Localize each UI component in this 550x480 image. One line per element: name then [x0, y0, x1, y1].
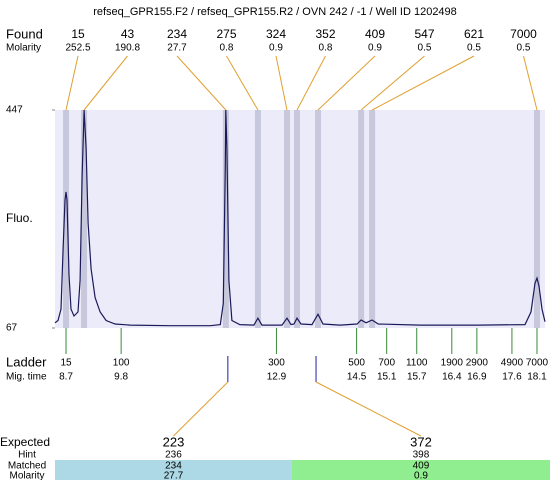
- expected-matched: 234: [165, 461, 182, 472]
- matched-label: Matched: [8, 461, 46, 472]
- ladder-size: 1100: [406, 358, 428, 369]
- ladder-size: 1900: [441, 358, 464, 369]
- found-size: 409: [365, 27, 385, 41]
- found-molarity: 0.5: [418, 43, 432, 54]
- peak-band: [315, 110, 322, 328]
- expected-band: [55, 460, 292, 480]
- peak-band: [283, 110, 290, 328]
- ladder-size: 300: [268, 358, 285, 369]
- peak-band: [254, 110, 261, 328]
- ladder-time: 17.6: [502, 372, 522, 383]
- ladder-time: 12.9: [267, 372, 287, 383]
- peak-band: [369, 110, 376, 328]
- found-size: 352: [315, 27, 335, 41]
- expected-hint: 398: [413, 450, 430, 461]
- y-tick-label: 447: [6, 105, 23, 116]
- found-connector: [371, 55, 475, 111]
- found-connector: [317, 55, 376, 111]
- chart-title: refseq_GPR155.F2 / refseq_GPR155.R2 / OV…: [93, 6, 457, 18]
- found-size: 547: [414, 27, 434, 41]
- ladder-time-label: Mig. time: [6, 372, 47, 383]
- found-molarity: 0.5: [517, 43, 531, 54]
- expected-label: Expected: [0, 435, 50, 449]
- y-axis-label: Fluo.: [6, 211, 33, 225]
- trace: [54, 109, 546, 327]
- found-connector: [83, 55, 128, 111]
- found-label: Found: [6, 26, 43, 41]
- found-connector: [275, 55, 288, 111]
- found-molarity-label: Molarity: [6, 43, 41, 54]
- found-connector: [296, 55, 326, 111]
- found-size: 43: [121, 27, 135, 41]
- peak-band: [293, 110, 300, 328]
- ladder-time: 16.9: [467, 372, 487, 383]
- peak-band: [358, 110, 365, 328]
- ladder-size: 15: [60, 358, 72, 369]
- found-connector: [65, 55, 79, 111]
- expected-molarity: 0.9: [414, 471, 428, 480]
- ladder-size: 2900: [466, 358, 489, 369]
- found-molarity: 0.9: [269, 43, 283, 54]
- ladder-size: 500: [348, 358, 365, 369]
- expected-hint: 236: [165, 450, 182, 461]
- found-molarity: 252.5: [65, 43, 90, 54]
- expected-size: 372: [410, 434, 432, 449]
- peak-band: [533, 110, 540, 328]
- found-size: 621: [464, 27, 484, 41]
- expected-molarity: 27.7: [164, 471, 184, 480]
- peak-band: [81, 110, 88, 328]
- ladder-time: 16.4: [442, 372, 462, 383]
- ladder-time: 14.5: [347, 372, 367, 383]
- molarity-label: Molarity: [9, 471, 44, 480]
- peak-band: [63, 110, 70, 328]
- found-size: 275: [216, 27, 236, 41]
- ladder-time: 15.1: [377, 372, 397, 383]
- found-molarity: 0.8: [220, 43, 234, 54]
- found-size: 234: [167, 27, 187, 41]
- hint-label: Hint: [18, 450, 36, 461]
- found-molarity: 0.5: [467, 43, 481, 54]
- y-tick-label: 67: [6, 323, 18, 334]
- found-size: 15: [71, 27, 85, 41]
- expected-connector: [173, 381, 229, 437]
- ladder-size: 4900: [501, 358, 524, 369]
- ladder-size: 700: [378, 358, 395, 369]
- ladder-size: 100: [113, 358, 130, 369]
- found-molarity: 0.9: [368, 43, 382, 54]
- expected-size: 223: [163, 434, 185, 449]
- found-size: 7000: [510, 27, 537, 41]
- expected-connector: [315, 381, 422, 437]
- ladder-time: 9.8: [114, 372, 128, 383]
- found-connector: [360, 55, 425, 111]
- found-connector: [523, 55, 538, 111]
- found-molarity: 27.7: [167, 43, 187, 54]
- ladder-time: 18.1: [527, 372, 547, 383]
- expected-matched: 409: [413, 461, 430, 472]
- found-size: 324: [266, 27, 286, 41]
- found-connector: [176, 55, 227, 111]
- peak-band: [222, 110, 229, 328]
- expected-band: [291, 460, 550, 480]
- plot-area: [55, 110, 545, 328]
- found-connector: [226, 55, 259, 111]
- found-molarity: 0.8: [319, 43, 333, 54]
- ladder-size: 7000: [526, 358, 549, 369]
- ladder-label: Ladder: [6, 354, 47, 369]
- ladder-time: 15.7: [407, 372, 427, 383]
- ladder-time: 8.7: [59, 372, 73, 383]
- found-molarity: 190.8: [115, 43, 140, 54]
